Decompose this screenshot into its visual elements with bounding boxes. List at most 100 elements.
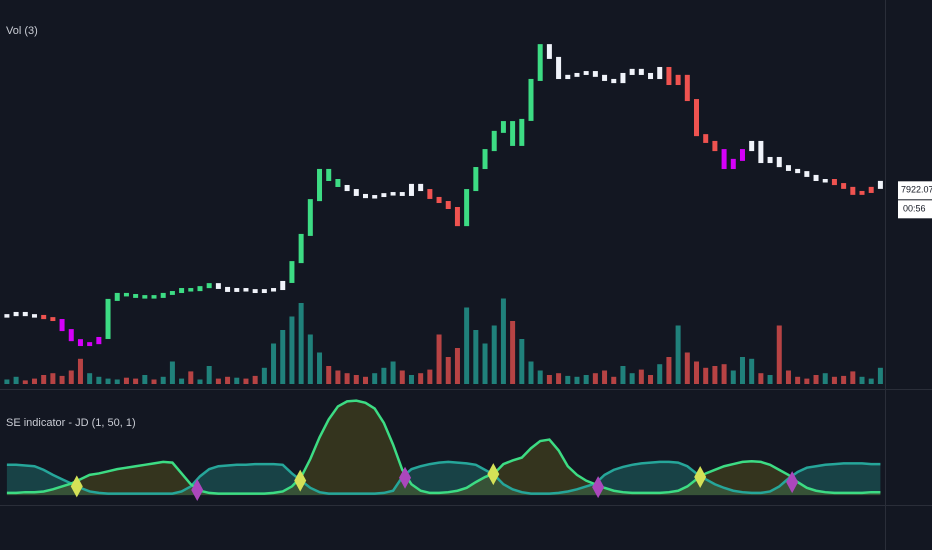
- volume-bar: [133, 378, 139, 384]
- candle: [372, 195, 378, 199]
- candle: [197, 286, 203, 292]
- candle: [418, 183, 424, 192]
- volume-bar: [289, 316, 295, 384]
- volume-bar: [252, 375, 258, 384]
- candle: [767, 156, 773, 164]
- candle: [454, 207, 460, 227]
- candle: [482, 149, 488, 170]
- indicator-title: SE indicator - JD (1, 50, 1): [6, 417, 136, 429]
- signal-diamond: [786, 471, 799, 494]
- candle: [261, 289, 267, 294]
- candle: [123, 292, 129, 297]
- candle: [841, 183, 847, 189]
- volume-bar: [41, 375, 47, 384]
- volume-bar: [546, 375, 552, 384]
- volume-bar: [234, 377, 240, 384]
- candle: [344, 184, 350, 192]
- volume-bar: [602, 370, 608, 384]
- candle: [620, 72, 626, 84]
- volume-bar: [59, 375, 65, 384]
- volume-bar: [749, 358, 755, 384]
- volume-bar: [850, 371, 856, 384]
- candle: [491, 130, 497, 152]
- candle: [739, 149, 745, 161]
- volume-bar: [859, 376, 865, 384]
- candle: [703, 134, 709, 143]
- volume-bar: [721, 364, 727, 384]
- candle: [87, 342, 93, 347]
- candle: [712, 140, 718, 152]
- volume-bar: [583, 375, 589, 384]
- candle: [611, 78, 617, 84]
- volume-bar: [519, 339, 525, 384]
- volume-bar: [362, 376, 368, 384]
- candle: [427, 189, 433, 199]
- volume-bar: [528, 361, 534, 384]
- plot: [4, 44, 883, 502]
- countdown-label: 00:56: [903, 204, 926, 214]
- volume-bar: [418, 373, 424, 384]
- candle: [96, 336, 102, 345]
- volume-bar: [767, 375, 773, 384]
- candle: [243, 288, 249, 292]
- candle: [500, 121, 506, 133]
- candle: [280, 280, 286, 291]
- candle: [50, 317, 56, 322]
- volume-bar: [684, 352, 690, 384]
- candle: [859, 190, 865, 195]
- volume-bar: [142, 375, 148, 384]
- volume-bar: [307, 334, 313, 384]
- candle: [307, 199, 313, 236]
- indicator-line: [6, 460, 881, 495]
- volume-bar: [500, 298, 506, 384]
- volume-bar: [868, 378, 874, 384]
- volume-bar: [335, 370, 341, 384]
- volume-label: Vol (3): [6, 25, 38, 37]
- volume-bar: [556, 373, 562, 384]
- signal-diamond: [191, 479, 204, 502]
- volume-bar: [105, 378, 111, 384]
- volume-bar: [877, 367, 883, 384]
- candle: [877, 180, 883, 189]
- volume-bar: [151, 379, 157, 384]
- axes: 7922.07 00:56: [898, 181, 932, 219]
- candle: [326, 168, 332, 181]
- candle: [381, 193, 387, 198]
- candle: [758, 140, 764, 164]
- volume-bar: [629, 373, 635, 384]
- volume-bar: [831, 376, 837, 384]
- candle: [169, 291, 175, 295]
- candle: [133, 294, 139, 298]
- indicator-line: [6, 399, 881, 495]
- candle: [4, 314, 10, 318]
- candle: [160, 292, 166, 298]
- volume-bar: [96, 376, 102, 384]
- candle: [317, 168, 323, 202]
- candle: [684, 74, 690, 102]
- volume-bar: [482, 343, 488, 384]
- candle: [59, 319, 65, 332]
- candle: [528, 78, 534, 121]
- candle: [785, 165, 791, 171]
- candle: [675, 74, 681, 86]
- candle: [850, 186, 856, 195]
- candle: [749, 140, 755, 152]
- candle: [353, 189, 359, 196]
- candle: [556, 56, 562, 80]
- candle: [215, 283, 221, 289]
- candle: [225, 286, 231, 292]
- volume-bar: [620, 366, 626, 384]
- volume-bar: [344, 373, 350, 384]
- signal-diamond: [487, 463, 500, 486]
- candle: [583, 71, 589, 75]
- candle: [151, 295, 157, 299]
- candle: [537, 44, 543, 81]
- volume-bar: [592, 373, 598, 384]
- volume-bar: [206, 366, 212, 384]
- countdown-box: [898, 200, 932, 219]
- volume-bar: [813, 375, 819, 384]
- volume-bar: [68, 370, 74, 384]
- volume-bar: [565, 375, 571, 384]
- volume-bar: [197, 379, 203, 384]
